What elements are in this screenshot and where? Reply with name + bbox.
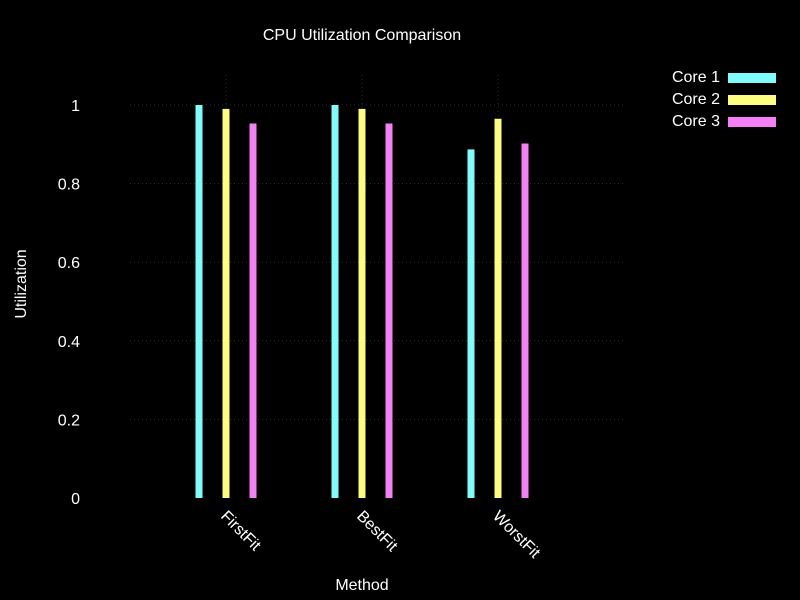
bar-core-3-worstfit	[521, 143, 529, 498]
x-axis-ticks: FirstFit BestFit WorstFit	[217, 508, 543, 562]
x-tick-label: BestFit	[353, 508, 401, 556]
bar-core-3-firstfit	[249, 123, 257, 498]
legend-item-core-1: Core 1	[640, 68, 780, 90]
y-tick-label: 0	[71, 491, 80, 508]
legend-swatch	[728, 117, 776, 127]
x-tick-label: WorstFit	[489, 508, 543, 562]
y-tick-label: 0.4	[58, 334, 80, 351]
y-tick-label: 1	[71, 98, 80, 115]
chart-legend: Core 1 Core 2 Core 3	[640, 68, 780, 134]
bar-group	[195, 105, 529, 499]
bar-core-1-bestfit	[331, 105, 339, 498]
x-axis-label: Method	[335, 577, 388, 594]
y-axis-ticks: 0 0.2 0.4 0.6 0.8 1	[58, 98, 80, 508]
y-axis-label: Utilization	[13, 249, 30, 318]
bar-core-2-bestfit	[358, 108, 366, 499]
bar-core-2-firstfit	[222, 108, 230, 499]
bar-core-1-firstfit	[195, 105, 203, 498]
y-tick-label: 0.8	[58, 177, 80, 194]
legend-label: Core 3	[671, 113, 720, 130]
x-tick-label: FirstFit	[217, 508, 264, 555]
y-tick-label: 0.2	[58, 412, 80, 429]
legend-item-core-3: Core 3	[640, 112, 780, 134]
legend-label: Core 2	[671, 91, 720, 108]
bar-core-2-worstfit	[494, 118, 502, 498]
bar-core-1-worstfit	[467, 149, 475, 498]
legend-item-core-2: Core 2	[640, 90, 780, 112]
chart-title: CPU Utilization Comparison	[263, 27, 461, 44]
chart-grid	[130, 75, 625, 498]
legend-swatch	[728, 73, 776, 83]
legend-label: Core 1	[671, 69, 720, 86]
bar-core-3-bestfit	[385, 123, 393, 498]
legend-swatch	[728, 95, 776, 105]
y-tick-label: 0.6	[58, 255, 80, 272]
